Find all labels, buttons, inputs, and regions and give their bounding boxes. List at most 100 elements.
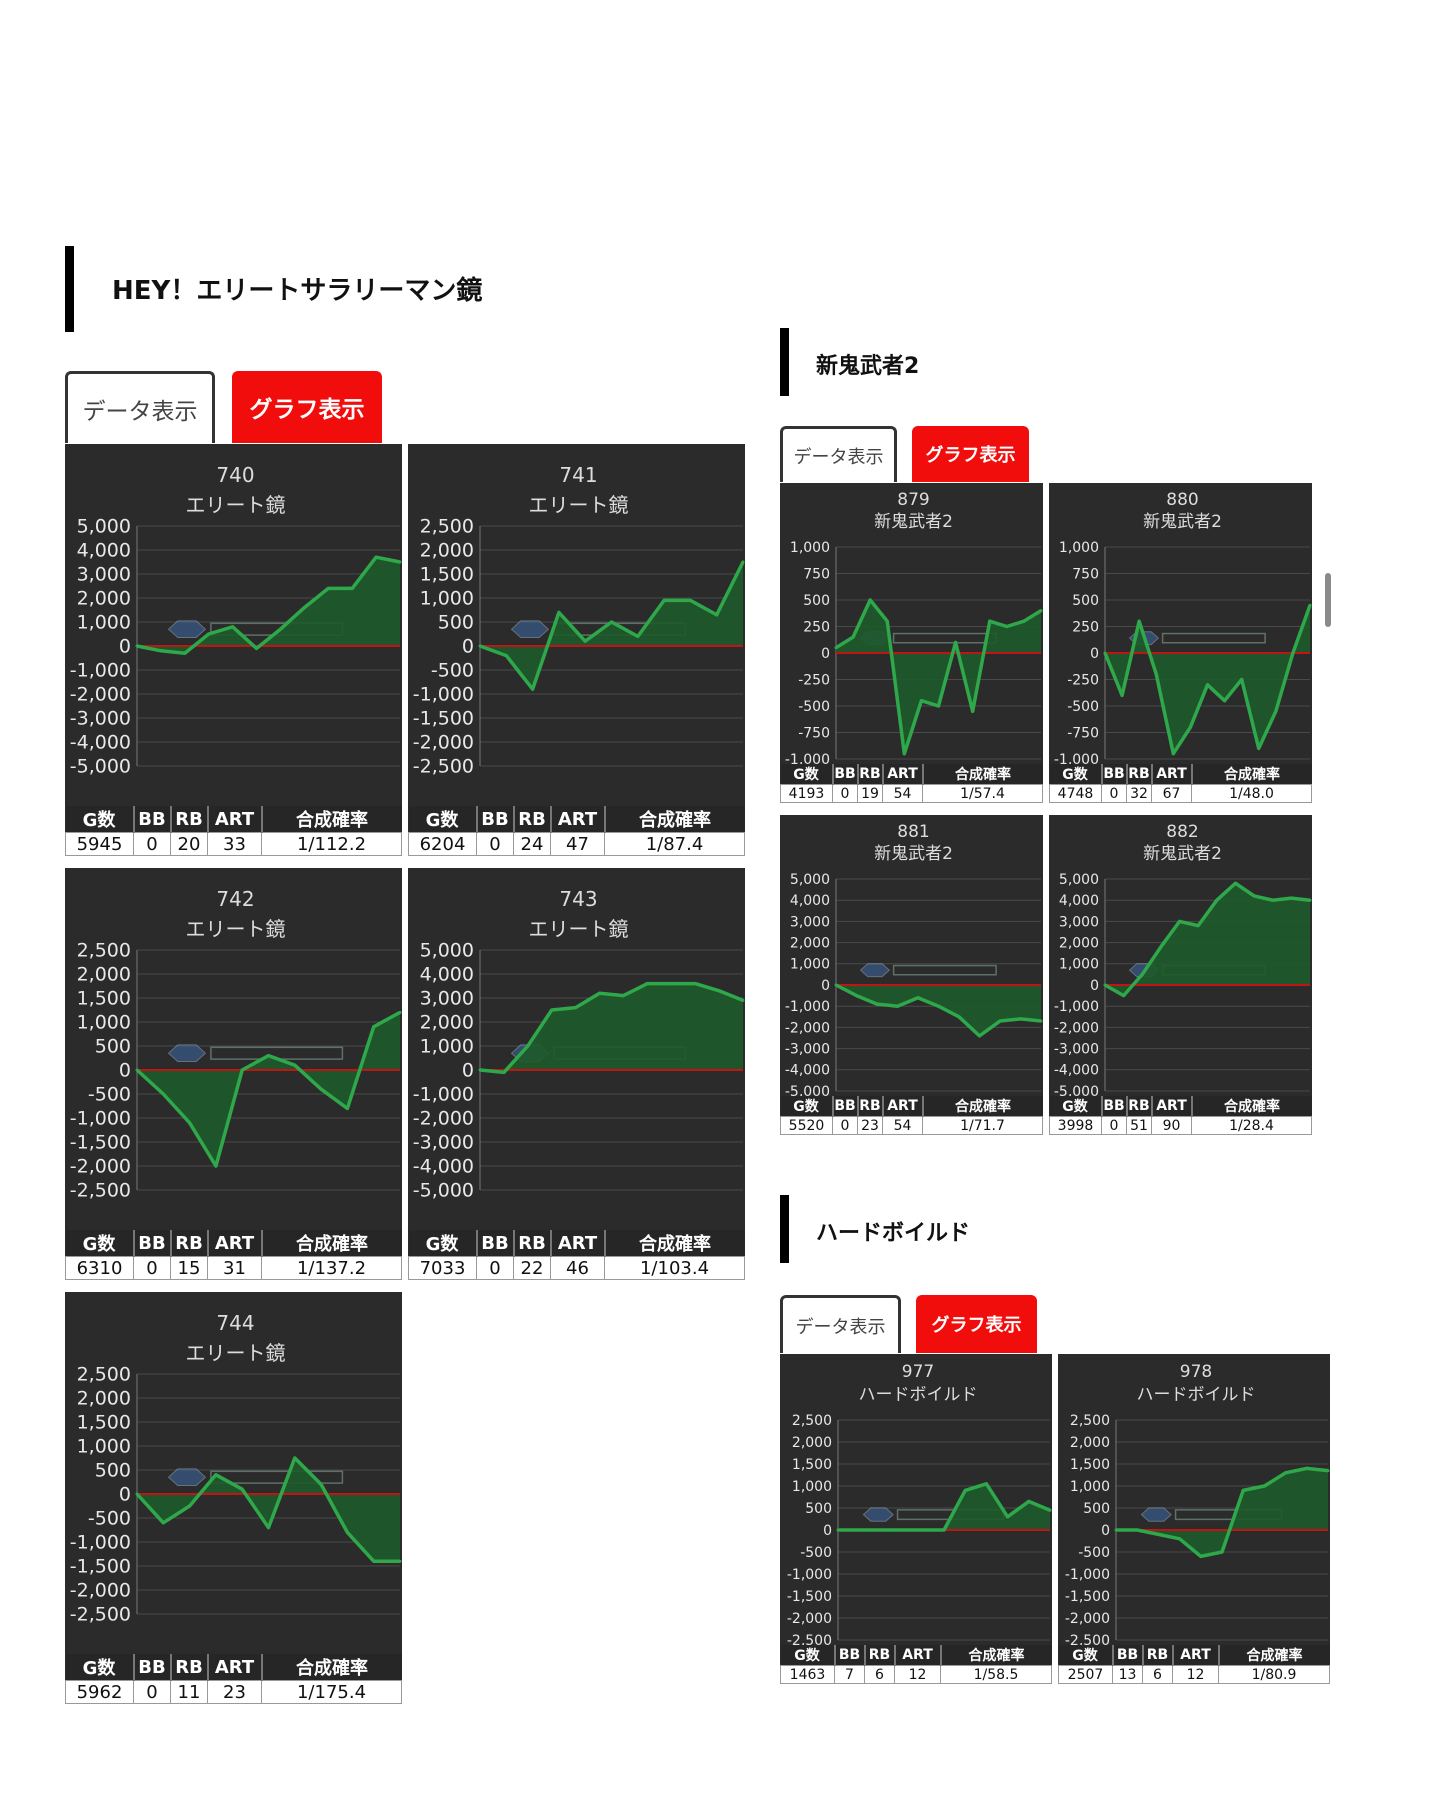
data-point [1048, 1508, 1052, 1512]
stat-value: 1/28.4 [1191, 1116, 1312, 1135]
stat-value: 22 [513, 1256, 551, 1280]
y-tick-label: -5,000 [413, 1180, 474, 1202]
data-point [188, 1121, 192, 1125]
area-chart: 743 エリート鏡 5,0004,0003,0002,0001,0000-1,000… [413, 887, 745, 1202]
data-point [1308, 898, 1312, 902]
data-point [1171, 752, 1175, 756]
y-tick-label: 1,000 [790, 540, 830, 556]
data-point [1140, 972, 1144, 976]
area-fill [838, 1483, 1050, 1530]
stat-header: BB [1101, 764, 1128, 785]
stat-header: BB [133, 806, 172, 833]
scrollbar-thumb[interactable] [1325, 573, 1331, 627]
data-point [998, 1019, 1002, 1023]
machine-number: 742 [216, 887, 254, 911]
data-point [240, 1068, 244, 1072]
stat-header: G数 [780, 1096, 834, 1117]
stat-value: 90 [1151, 1116, 1192, 1135]
machine-card[interactable]: 743 エリート鏡 5,000 4,000 3,000 2,000 1,000 0 -1,000… [408, 868, 745, 1280]
stat-header: BB [1112, 1645, 1144, 1666]
y-tick-label: -750 [798, 725, 830, 741]
y-tick-label: -1,000 [70, 1532, 131, 1554]
stats-table: G数 BB RB ART 合成確率 3998 0 51 90 1/28.4 [1049, 1096, 1312, 1135]
y-tick-label: -500 [431, 660, 474, 682]
machine-card[interactable]: 881 新鬼武者2 5,000 4,000 3,000 2,000 1,000 0 -1,000… [780, 815, 1043, 1135]
section-title: 新鬼武者2 [816, 354, 920, 379]
y-tick-label: 750 [803, 566, 830, 582]
y-tick-label: -1,500 [413, 708, 474, 730]
data-point [851, 635, 855, 639]
y-tick-label: 3,000 [77, 564, 131, 586]
machine-card[interactable]: 880 新鬼武者2 1,000 750 500 250 0 -250 -500 -750 -1,00… [1049, 483, 1312, 803]
area-chart: 741 エリート鏡 2,5002,0001,5001,0005000-500-1,0… [413, 463, 745, 778]
stat-header: 合成確率 [604, 806, 745, 833]
data-point [919, 699, 923, 703]
stat-value: 1/71.7 [922, 1116, 1043, 1135]
stat-header: G数 [780, 764, 834, 785]
y-tick-label: 3,000 [790, 914, 830, 930]
stat-value: 0 [832, 1116, 858, 1135]
machine-card[interactable]: 879 新鬼武者2 1,000 750 500 250 0 -250 -500 -750 -1,00… [780, 483, 1043, 803]
machine-name: 新鬼武者2 [1143, 844, 1222, 864]
y-tick-label: -1,000 [785, 999, 830, 1015]
machine-card[interactable]: 882 新鬼武者2 5,000 4,000 3,000 2,000 1,000 0 -1,000… [1049, 815, 1312, 1135]
machine-number: 882 [1166, 822, 1198, 842]
tab-data-view[interactable]: データ表示 [780, 426, 897, 482]
machine-card[interactable]: 978 ハードボイルド 2,500 2,000 1,500 1,000 500 0 -500 -1… [1058, 1354, 1330, 1684]
data-point [937, 1004, 940, 1008]
y-tick-label: -3,000 [1054, 1042, 1099, 1058]
y-tick-label: 2,000 [420, 540, 474, 562]
stat-value: 51 [1126, 1116, 1152, 1135]
y-tick-label: -500 [88, 1084, 131, 1106]
machine-card[interactable]: 744 エリート鏡 2,500 2,000 1,500 1,000 500 0 -500 -1,0… [65, 1292, 402, 1704]
tab-graph-view[interactable]: グラフ表示 [232, 371, 382, 443]
y-tick-label: 250 [1072, 619, 1099, 635]
data-point [1114, 1528, 1118, 1532]
area-chart: 744 エリート鏡 2,5002,0001,5001,0005000-500-1,0… [70, 1311, 402, 1626]
tab-graph-view[interactable]: グラフ表示 [916, 1295, 1037, 1353]
data-point [1262, 1484, 1266, 1488]
y-tick-label: 0 [1090, 646, 1099, 662]
y-tick-label: 2,500 [77, 1364, 131, 1386]
stat-header: RB [170, 1230, 209, 1257]
stat-value: 23 [207, 1680, 262, 1704]
stat-value: 6 [864, 1665, 895, 1684]
stat-header: G数 [780, 1645, 836, 1666]
stat-header: ART [550, 806, 606, 833]
stat-header: RB [1126, 1096, 1153, 1117]
y-tick-label: -2,000 [70, 1580, 131, 1602]
data-point [693, 982, 697, 986]
stat-value: 0 [133, 1680, 171, 1704]
stat-header: RB [170, 806, 209, 833]
area-fill [137, 557, 400, 654]
y-tick-label: 1,000 [77, 612, 131, 634]
y-tick-label: 2,500 [420, 516, 474, 538]
series-line [479, 981, 744, 1075]
y-tick-label: 1,500 [420, 564, 474, 586]
data-point [636, 634, 640, 638]
stat-header: ART [882, 1096, 924, 1117]
area-chart: 742 エリート鏡 2,5002,0001,5001,0005000-500-1,0… [70, 887, 402, 1202]
tab-data-view[interactable]: データ表示 [65, 371, 215, 443]
machine-card[interactable]: 977 ハードボイルド 2,500 2,000 1,500 1,000 500 0 -500 -1… [780, 1354, 1052, 1684]
y-tick-label: -250 [798, 672, 830, 688]
data-point [135, 1068, 139, 1072]
stat-header: RB [513, 806, 552, 833]
machine-name: エリート鏡 [186, 917, 286, 941]
area-fill [836, 985, 1041, 1036]
tab-graph-view[interactable]: グラフ表示 [912, 426, 1029, 482]
data-point [717, 989, 721, 993]
machine-card[interactable]: 741 エリート鏡 2,500 2,000 1,500 1,000 500 0 -500 -1,0… [408, 444, 745, 856]
y-tick-label: -1,000 [787, 1567, 832, 1583]
stat-value: 6204 [408, 832, 477, 856]
y-tick-label: 2,000 [77, 1388, 131, 1410]
y-tick-label: 0 [462, 1060, 474, 1082]
data-point [531, 687, 535, 691]
machine-card[interactable]: 740 エリート鏡 5,000 4,000 3,000 2,000 1,000 0 -1,000… [65, 444, 402, 856]
stats-table: G数 BB RB ART 合成確率 5520 0 23 54 1/71.7 [780, 1096, 1043, 1135]
tab-data-view[interactable]: データ表示 [780, 1295, 901, 1353]
chart-grid: 740 エリート鏡 5,000 4,000 3,000 2,000 1,000 0 -1,000… [65, 444, 745, 1704]
machine-card[interactable]: 742 エリート鏡 2,500 2,000 1,500 1,000 500 0 -500 -1,0… [65, 868, 402, 1280]
section-heading-bar [65, 246, 74, 332]
